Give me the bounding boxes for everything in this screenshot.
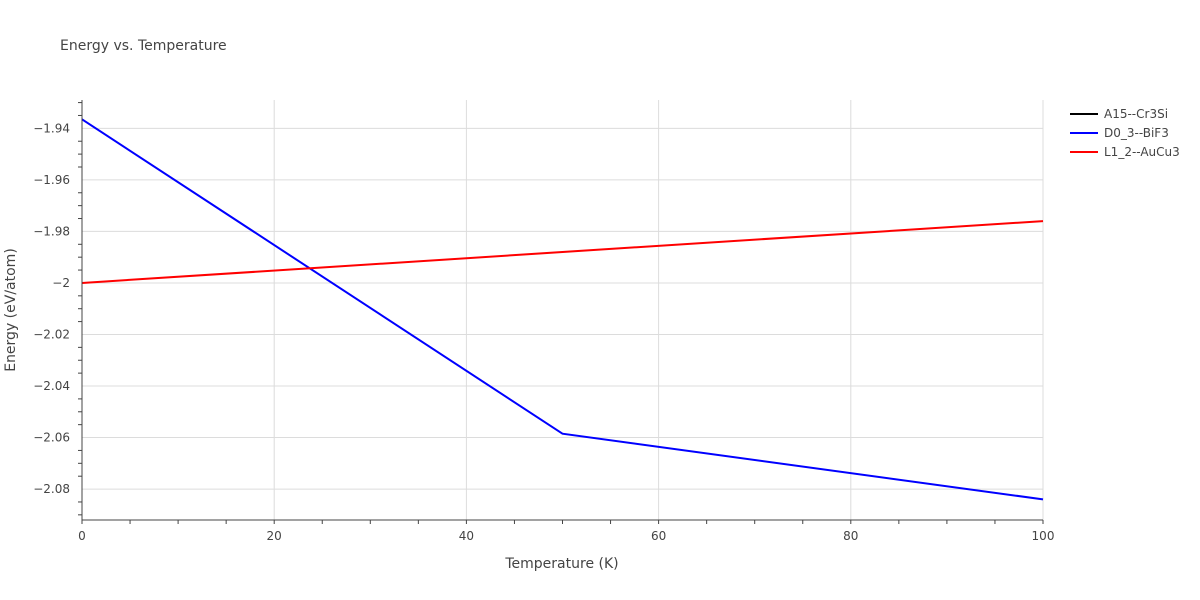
- y-tick-label: −1.94: [33, 121, 70, 135]
- x-tick-label: 60: [651, 529, 666, 543]
- y-tick-label: −2.04: [33, 379, 70, 393]
- legend-label: A15--Cr3Si: [1104, 107, 1168, 121]
- x-axis-title: Temperature (K): [504, 556, 618, 572]
- legend-item[interactable]: A15--Cr3Si: [1070, 107, 1168, 121]
- x-tick-label: 80: [843, 529, 858, 543]
- y-tick-label: −1.98: [33, 224, 70, 238]
- y-tick-label: −2.06: [33, 431, 70, 445]
- y-axis-title: Energy (eV/atom): [3, 248, 19, 372]
- x-tick-label: 40: [459, 529, 474, 543]
- legend-label: D0_3--BiF3: [1104, 126, 1169, 140]
- chart-title: Energy vs. Temperature: [60, 38, 227, 54]
- legend-item[interactable]: D0_3--BiF3: [1070, 126, 1169, 140]
- x-tick-label: 20: [267, 529, 282, 543]
- y-tick-label: −1.96: [33, 173, 70, 187]
- x-tick-label: 0: [78, 529, 86, 543]
- y-tick-label: −2.08: [33, 482, 70, 496]
- grid-layer: [82, 100, 1044, 520]
- x-tick-label: 100: [1032, 529, 1055, 543]
- legend[interactable]: A15--Cr3Si D0_3--BiF3 L1_2--AuCu3: [1070, 107, 1180, 159]
- axes-layer: 0 20 40 60 80 100 −1.94 −1.96 −1.98 −2 −2.02 −2.04 −…: [33, 100, 1054, 543]
- series-line-1: [81, 118, 1044, 501]
- legend-item[interactable]: L1_2--AuCu3: [1070, 145, 1180, 159]
- y-tick-label: −2.02: [33, 327, 70, 341]
- y-tick-label: −2: [52, 276, 70, 290]
- series-line-2: [81, 220, 1044, 284]
- series-layer: [81, 118, 1044, 501]
- legend-label: L1_2--AuCu3: [1104, 145, 1180, 159]
